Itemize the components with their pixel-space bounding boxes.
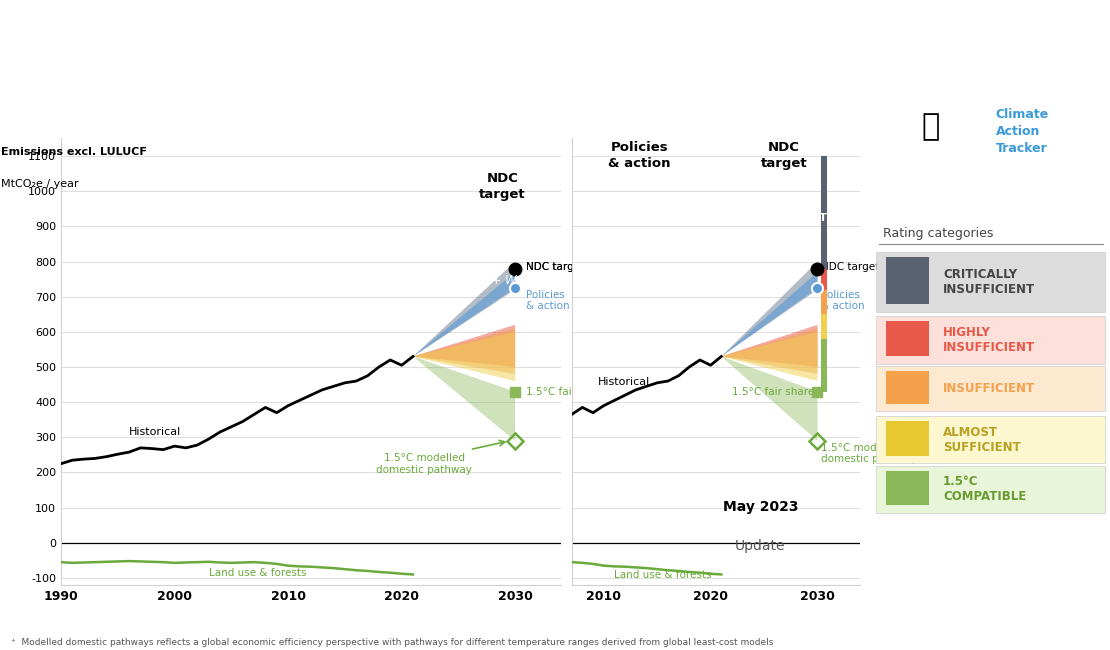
- Text: 1.5°C
COMPATIBLE: 1.5°C COMPATIBLE: [944, 475, 1027, 503]
- Text: 1.5°C modelled
domestic pathway: 1.5°C modelled domestic pathway: [376, 453, 472, 474]
- Text: INSUFFICIENT: INSUFFICIENT: [944, 382, 1035, 395]
- Bar: [820, 339, 827, 391]
- Text: Historical: Historical: [598, 376, 650, 387]
- Text: Emissions excl. LULUCF: Emissions excl. LULUCF: [1, 148, 147, 157]
- Text: CRITICALLY INSUFFICIENT: CRITICALLY INSUFFICIENT: [335, 49, 775, 78]
- Text: Policies
& action: Policies & action: [526, 290, 571, 311]
- Text: 1.5°C fair share: 1.5°C fair share: [731, 387, 815, 396]
- Polygon shape: [413, 332, 515, 381]
- FancyBboxPatch shape: [886, 471, 929, 506]
- Text: NDC
target: NDC target: [478, 172, 526, 201]
- Polygon shape: [413, 261, 515, 356]
- Text: ALMOST
SUFFICIENT: ALMOST SUFFICIENT: [944, 426, 1021, 454]
- Text: Land use & forests: Land use & forests: [209, 568, 306, 578]
- Text: CRITICALLY
INSUFFICIENT: CRITICALLY INSUFFICIENT: [596, 200, 683, 222]
- FancyBboxPatch shape: [876, 317, 1106, 364]
- Text: May 2023: May 2023: [723, 500, 798, 514]
- Text: BASED ON MODELLED DOMESTIC PATHWAYS⁺: BASED ON MODELLED DOMESTIC PATHWAYS⁺: [137, 103, 491, 117]
- FancyBboxPatch shape: [876, 252, 1106, 311]
- FancyBboxPatch shape: [886, 421, 929, 456]
- FancyBboxPatch shape: [886, 257, 929, 304]
- Bar: [820, 156, 827, 268]
- Polygon shape: [413, 272, 515, 356]
- FancyBboxPatch shape: [876, 366, 1106, 411]
- Polygon shape: [413, 356, 515, 441]
- Polygon shape: [413, 325, 515, 367]
- Bar: [820, 268, 827, 290]
- Text: Land use & forests: Land use & forests: [615, 570, 712, 580]
- Polygon shape: [722, 356, 817, 441]
- Text: NDC
target: NDC target: [760, 141, 807, 170]
- FancyBboxPatch shape: [876, 465, 1106, 513]
- Polygon shape: [722, 328, 817, 374]
- Text: BASED ON FAIR SHARE: BASED ON FAIR SHARE: [749, 103, 927, 117]
- Polygon shape: [722, 332, 817, 381]
- Polygon shape: [413, 328, 515, 374]
- Text: Climate
Action
Tracker: Climate Action Tracker: [996, 108, 1049, 155]
- Text: NDC target: NDC target: [526, 262, 585, 272]
- Text: MtCO₂e / year: MtCO₂e / year: [1, 179, 79, 188]
- FancyBboxPatch shape: [886, 322, 929, 356]
- Text: Historical: Historical: [129, 426, 181, 437]
- Polygon shape: [722, 325, 817, 367]
- Polygon shape: [722, 272, 817, 356]
- Text: HIGHLY
INSUFFICIENT: HIGHLY INSUFFICIENT: [944, 326, 1035, 354]
- Text: ⁺  Modelled domestic pathways reflects a global economic efficiency perspective : ⁺ Modelled domestic pathways reflects a …: [11, 638, 774, 647]
- Text: 🌡: 🌡: [922, 112, 940, 142]
- Text: NDC target: NDC target: [526, 263, 585, 272]
- Text: Update: Update: [735, 539, 786, 553]
- Text: 1.5°C fair share: 1.5°C fair share: [526, 387, 608, 396]
- Text: 1.5°C modelled
domestic pathway: 1.5°C modelled domestic pathway: [820, 443, 917, 464]
- FancyBboxPatch shape: [886, 371, 929, 404]
- Polygon shape: [722, 261, 817, 356]
- Bar: [820, 314, 827, 339]
- Bar: [820, 290, 827, 314]
- Text: 4°C + World: 4°C + World: [465, 274, 539, 287]
- Text: CRITICALLY
INSUFFICIENT: CRITICALLY INSUFFICIENT: [944, 268, 1035, 296]
- Text: NDC target: NDC target: [820, 262, 879, 272]
- Text: 4°C + World: 4°C + World: [605, 244, 674, 254]
- Text: CRITICALLY
INSUFFICIENT: CRITICALLY INSUFFICIENT: [456, 228, 548, 257]
- Text: 4°C + World: 4°C + World: [749, 244, 818, 254]
- Text: Policies
& action: Policies & action: [608, 141, 670, 170]
- Text: Policies
& action: Policies & action: [820, 290, 865, 311]
- Text: CRITICALLY
INSUFFICIENT: CRITICALLY INSUFFICIENT: [740, 200, 827, 222]
- Text: Rating categories: Rating categories: [884, 227, 993, 240]
- FancyBboxPatch shape: [876, 416, 1106, 463]
- Text: TÜRKIYE OVERALL RATING: TÜRKIYE OVERALL RATING: [468, 16, 642, 29]
